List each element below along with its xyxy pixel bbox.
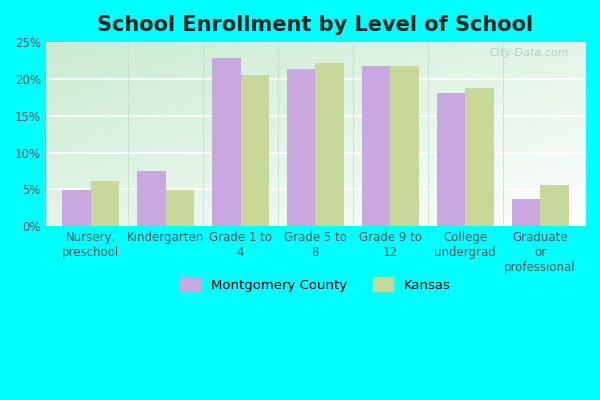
Bar — [391, 66, 419, 226]
Legend: Montgomery County, Kansas: Montgomery County, Kansas — [175, 272, 456, 297]
Bar — [540, 185, 569, 226]
Bar — [166, 190, 194, 226]
Bar — [437, 93, 465, 226]
Bar — [465, 88, 494, 226]
Bar — [316, 64, 344, 226]
Bar — [512, 199, 540, 226]
Bar — [62, 190, 91, 226]
Bar — [212, 58, 241, 226]
Text: City-Data.com: City-Data.com — [490, 48, 569, 58]
Bar — [91, 181, 119, 226]
Bar — [287, 69, 316, 226]
Bar — [137, 171, 166, 226]
Bar — [241, 75, 269, 226]
Title: School Enrollment by Level of School: School Enrollment by Level of School — [97, 15, 533, 35]
Bar — [362, 66, 391, 226]
